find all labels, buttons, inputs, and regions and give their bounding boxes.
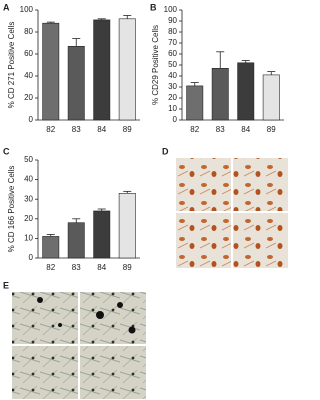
x-tick-label: 82 xyxy=(46,125,55,134)
error-bar xyxy=(46,21,55,24)
x-tick-label: 84 xyxy=(97,263,106,272)
x-tick-label: 82 xyxy=(190,125,199,134)
bar xyxy=(237,62,255,121)
x-tick-label: 89 xyxy=(267,125,276,134)
y-tick-label: 10 xyxy=(24,234,33,243)
y-tick-label: 50 xyxy=(24,155,33,164)
y-tick-label: 30 xyxy=(168,82,177,91)
panel-label: D xyxy=(162,146,169,156)
x-tick-label: 83 xyxy=(216,125,225,134)
bar xyxy=(211,68,229,121)
x-tick-label: 82 xyxy=(46,263,55,272)
y-tick-label: 50 xyxy=(168,60,177,69)
panel-label: E xyxy=(3,280,9,290)
error-bar xyxy=(97,208,106,211)
bar xyxy=(93,210,111,259)
y-axis-label: % CD29 Positive Cells xyxy=(151,25,160,105)
x-tick-label: 83 xyxy=(72,263,81,272)
y-tick-label: 40 xyxy=(168,71,177,80)
y-tick-label: 20 xyxy=(24,214,33,223)
y-tick-label: 40 xyxy=(24,71,33,80)
error-bar xyxy=(97,18,106,20)
y-tick-label: 90 xyxy=(168,16,177,25)
y-tick-label: 70 xyxy=(168,38,177,47)
error-bar xyxy=(241,60,250,63)
error-bar xyxy=(123,190,132,194)
error-bar xyxy=(72,38,81,47)
error-bar xyxy=(123,15,132,19)
x-tick-label: 89 xyxy=(123,125,132,134)
x-tick-label: 84 xyxy=(97,125,106,134)
error-bar xyxy=(72,218,81,223)
panel-e-images xyxy=(12,292,146,399)
x-tick-label: 84 xyxy=(241,125,250,134)
error-bar xyxy=(46,234,55,237)
y-tick-label: 60 xyxy=(24,49,33,58)
x-tick-label: 83 xyxy=(72,125,81,134)
y-tick-label: 20 xyxy=(168,93,177,102)
x-tick-label: 89 xyxy=(123,263,132,272)
bar xyxy=(67,45,85,121)
bar xyxy=(118,18,136,121)
figure: D E A% CD 271 Positive Cells020406080100… xyxy=(3,2,288,399)
y-tick-label: 20 xyxy=(24,93,33,102)
y-tick-label: 60 xyxy=(168,49,177,58)
y-tick-label: 100 xyxy=(164,5,178,14)
y-tick-label: 30 xyxy=(24,194,33,203)
panel-label: B xyxy=(150,2,157,12)
bar xyxy=(93,19,111,121)
y-axis-label: % CD 166 Positive Cells xyxy=(7,166,16,253)
bar xyxy=(262,74,280,121)
panel-d-images xyxy=(176,158,288,268)
bar xyxy=(67,222,85,259)
panel-label: A xyxy=(3,2,10,12)
panel-label: C xyxy=(3,146,10,156)
y-tick-label: 100 xyxy=(20,5,34,14)
error-bar xyxy=(190,82,199,86)
y-axis-label: % CD 271 Positive Cells xyxy=(7,22,16,109)
error-bar xyxy=(216,51,225,69)
y-tick-label: 0 xyxy=(29,253,34,262)
bar xyxy=(42,22,60,121)
y-tick-label: 40 xyxy=(24,175,33,184)
bar xyxy=(118,193,136,259)
bar xyxy=(42,236,60,259)
y-tick-label: 80 xyxy=(24,27,33,36)
y-tick-label: 10 xyxy=(168,104,177,113)
y-tick-label: 0 xyxy=(29,115,34,124)
error-bar xyxy=(267,71,276,75)
y-tick-label: 80 xyxy=(168,27,177,36)
y-tick-label: 0 xyxy=(173,115,178,124)
bar xyxy=(186,85,204,121)
